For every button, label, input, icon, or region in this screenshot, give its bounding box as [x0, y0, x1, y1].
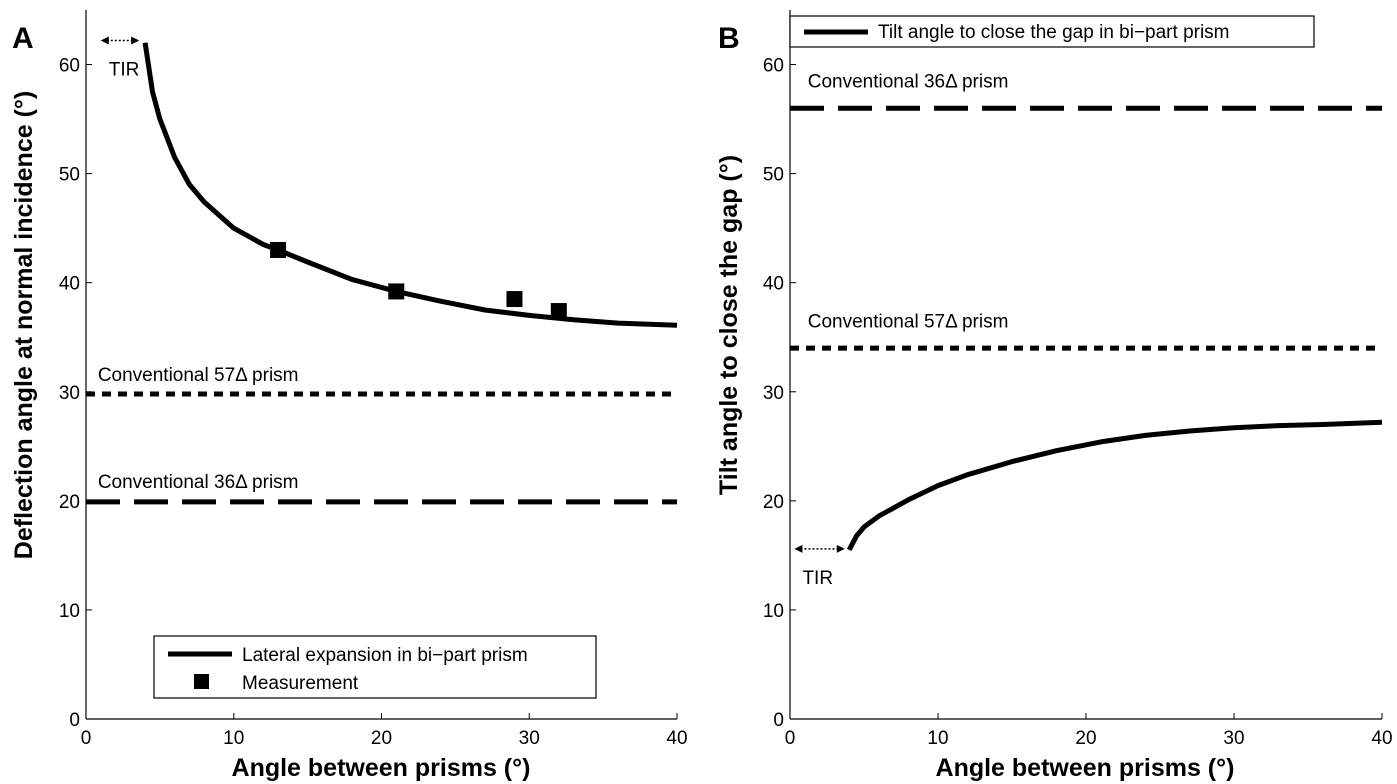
tir-label: TIR: [109, 60, 140, 81]
x-tick-label: 30: [519, 728, 540, 749]
panel-b-xlabel: Angle between prisms (°): [936, 754, 1235, 782]
y-tick-label: 10: [763, 601, 784, 622]
legend-marker-swatch: [194, 674, 209, 689]
legend-label: Tilt angle to close the gap in bi−part p…: [878, 22, 1230, 43]
measurement-point: [270, 241, 287, 258]
measurement-point: [388, 283, 405, 300]
panel-a-xlabel: Angle between prisms (°): [232, 754, 531, 782]
panel-a-letter: A: [12, 22, 34, 55]
y-tick-label: 30: [763, 383, 784, 404]
y-tick-label: 40: [59, 274, 80, 295]
tir-arrow-head-right: [131, 36, 140, 45]
reference-line-label: Conventional 36Δ prism: [808, 71, 1009, 92]
tir-label: TIR: [802, 568, 833, 589]
x-tick-label: 40: [666, 728, 687, 749]
y-tick-label: 20: [763, 492, 784, 513]
y-tick-label: 40: [763, 274, 784, 295]
legend-box: [789, 15, 1315, 48]
panel-a-ylabel: Deflection angle at normal incidence (°): [10, 91, 38, 559]
measurement-point: [506, 291, 523, 308]
reference-line-label: Conventional 57Δ prism: [98, 365, 299, 386]
legend-label: Measurement: [242, 673, 359, 694]
tir-arrow-head-left: [100, 36, 109, 45]
legend-box: [153, 635, 597, 699]
y-tick-label: 60: [59, 56, 80, 77]
reference-line-label: Conventional 57Δ prism: [808, 311, 1009, 332]
x-tick-label: 10: [927, 728, 948, 749]
panel-b: B Tilt angle to close the gap (°) Angle …: [715, 10, 1393, 782]
panel-b-ylabel: Tilt angle to close the gap (°): [715, 155, 743, 495]
tir-arrow-head-left: [794, 544, 803, 553]
reference-line-label: Conventional 36Δ prism: [98, 472, 299, 493]
x-tick-label: 20: [1075, 728, 1096, 749]
x-tick-label: 20: [371, 728, 392, 749]
x-tick-label: 40: [1371, 728, 1392, 749]
y-tick-label: 50: [59, 165, 80, 186]
tir-arrow-head-right: [836, 544, 845, 553]
legend-label: Lateral expansion in bi−part prism: [242, 645, 528, 666]
x-tick-label: 10: [223, 728, 244, 749]
x-tick-label: 0: [81, 728, 92, 749]
panel-b-letter: B: [718, 22, 740, 55]
measurement-point: [550, 303, 567, 320]
x-tick-label: 30: [1223, 728, 1244, 749]
y-tick-label: 0: [773, 710, 784, 731]
series-line: [846, 419, 1383, 552]
y-tick-label: 0: [69, 710, 80, 731]
x-tick-label: 0: [785, 728, 796, 749]
y-tick-label: 60: [763, 56, 784, 77]
y-tick-label: 10: [59, 601, 80, 622]
y-tick-label: 30: [59, 383, 80, 404]
panel-a: A Deflection angle at normal incidence (…: [10, 10, 688, 782]
series-line: [142, 42, 678, 328]
y-tick-label: 50: [763, 165, 784, 186]
y-tick-label: 20: [59, 492, 80, 513]
